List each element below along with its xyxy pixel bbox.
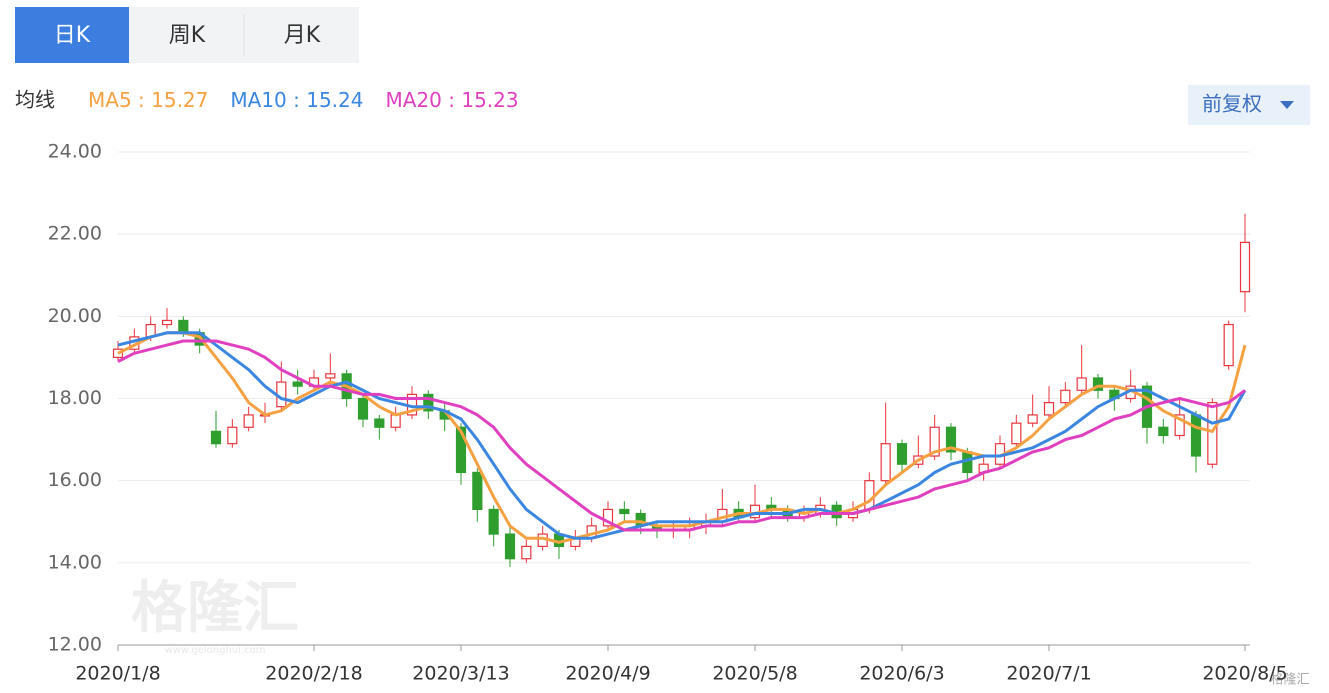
candle-body — [325, 373, 336, 379]
legend-value: 15.24 — [306, 88, 363, 112]
y-tick-label: 20.00 — [48, 305, 102, 327]
watermark: 格隆汇 — [131, 576, 299, 641]
candle-body — [357, 397, 369, 420]
y-tick-label: 22.00 — [48, 223, 102, 245]
candle-body — [896, 443, 908, 465]
corner-logo: 格隆汇 — [1270, 672, 1309, 688]
x-tick-label: 2020/8/5 — [1202, 663, 1287, 685]
legend-name: MA10 — [230, 88, 286, 112]
ma-line — [117, 331, 1247, 544]
candle-body — [374, 418, 385, 428]
candle-body — [210, 430, 222, 445]
y-tick-label: 12.00 — [48, 634, 102, 656]
legend-value: 15.23 — [461, 88, 518, 112]
y-tick-label: 16.00 — [48, 469, 102, 491]
candle-body — [1239, 241, 1251, 293]
candle-body — [488, 508, 499, 535]
candle-body — [504, 533, 516, 560]
candle-body — [1223, 323, 1234, 367]
candle-body — [112, 348, 124, 359]
candle-body — [161, 319, 173, 326]
candle-body — [602, 508, 614, 527]
tab-active-bg[interactable] — [15, 7, 129, 63]
x-tick-label: 2020/4/9 — [565, 663, 650, 685]
candle-body — [390, 414, 401, 428]
legend-separator: : — [287, 88, 306, 112]
candle-body — [1174, 414, 1185, 437]
ma-line — [117, 339, 1246, 532]
legend-value: 15.27 — [151, 88, 208, 112]
x-tick-label: 2020/1/8 — [75, 663, 160, 685]
candle-body — [1060, 389, 1071, 404]
x-tick-label: 2020/7/1 — [1006, 663, 1091, 685]
ma-label: 均线 — [15, 88, 55, 112]
x-tick-label: 2020/3/13 — [412, 663, 509, 685]
dropdown-arrow — [1280, 101, 1294, 109]
legend-entry: MA20 : 15.23 — [386, 88, 519, 112]
adjust-label[interactable]: 前复权 — [1202, 92, 1262, 116]
x-tick-label: 2020/5/8 — [712, 663, 797, 685]
candle-body — [945, 426, 957, 453]
candle-body — [292, 381, 303, 387]
candle-body — [423, 393, 434, 412]
candle-body — [1190, 414, 1202, 457]
candle-body — [455, 426, 467, 474]
candle-body — [929, 426, 940, 457]
y-tick-label: 14.00 — [48, 551, 102, 573]
candle-body — [521, 545, 532, 560]
legend-name: MA20 — [386, 88, 442, 112]
legend-entry: MA5 : 15.27 — [88, 88, 208, 112]
candle-body — [1207, 402, 1218, 465]
watermark-url: www.gelonghui.com — [165, 645, 266, 656]
candle-body — [1092, 377, 1104, 391]
tab[interactable]: 周K — [169, 23, 206, 48]
candle-body — [864, 480, 875, 511]
tab[interactable]: 日K — [54, 23, 91, 48]
tab[interactable]: 月K — [284, 23, 321, 48]
candle-body — [1158, 426, 1169, 437]
y-tick-label: 24.00 — [48, 141, 102, 163]
candle-body — [243, 414, 254, 428]
candle-body — [472, 471, 483, 511]
legend-separator: : — [132, 88, 151, 112]
ma-line — [117, 331, 1247, 540]
y-tick-label: 18.00 — [48, 387, 102, 409]
candle-body — [619, 508, 630, 515]
candle-body — [1011, 422, 1022, 445]
x-tick-label: 2020/6/3 — [859, 663, 944, 685]
candle-body — [227, 426, 238, 445]
legend-entry: MA10 : 15.24 — [230, 88, 363, 112]
legend-separator: : — [442, 88, 461, 112]
candle-body — [1076, 377, 1087, 391]
candle-body — [1027, 414, 1038, 424]
candle-body — [178, 319, 189, 334]
legend-name: MA5 — [88, 88, 132, 112]
candle-body — [880, 443, 891, 482]
x-tick-label: 2020/2/18 — [265, 663, 362, 685]
candle-body — [1043, 402, 1055, 416]
